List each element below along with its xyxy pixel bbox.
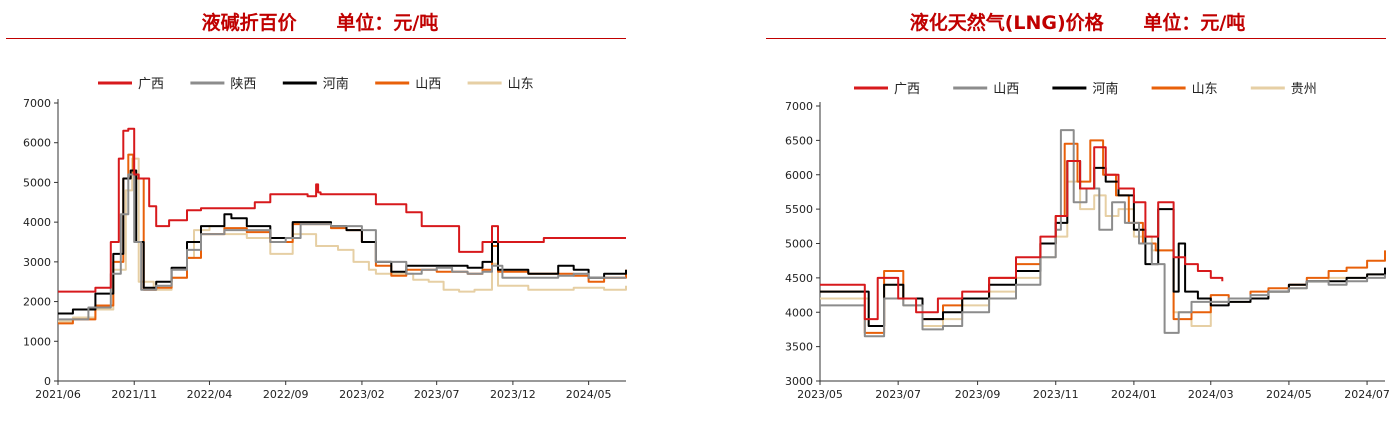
legend-item: 广西	[854, 82, 920, 97]
caustic-soda-panel: 液碱折百价 单位：元/吨 广西 陕西 河南 山西 山东 0 1000 2000 3000 4000…	[0, 0, 640, 425]
chart-title: 液化天然气(LNG)价格 单位：元/吨	[909, 12, 1246, 34]
legend-item: 广西	[98, 77, 164, 92]
legend-item: 河南	[282, 76, 349, 92]
lng-chart: 广西 山西 河南 山东 贵州 3000 3500 4000 4500 5000 5500 6000 65…	[785, 81, 1390, 401]
y-tick-label: 0	[44, 375, 51, 388]
y-tick-label: 7000	[23, 97, 51, 110]
chart-title: 液碱折百价 单位：元/吨	[201, 12, 439, 34]
series-line	[820, 129, 1386, 338]
y-tick-label: 3000	[785, 375, 813, 388]
series-line	[820, 160, 1386, 327]
legend-item: 贵州	[1250, 82, 1317, 97]
x-tick-label: 2023/12	[490, 388, 536, 401]
y-tick-label: 6500	[785, 134, 813, 147]
x-tick-label: 2023/02	[339, 388, 385, 401]
title-divider	[766, 38, 1386, 39]
legend-label: 贵州	[1291, 82, 1317, 97]
x-tick-label: 2022/09	[263, 388, 309, 401]
y-tick-label: 5000	[23, 176, 51, 189]
legend-label: 山西	[993, 82, 1019, 97]
legend-label: 河南	[1092, 81, 1118, 97]
legend-label: 广西	[894, 82, 920, 97]
legend-label: 山东	[508, 77, 534, 92]
y-tick-label: 7000	[785, 100, 813, 113]
x-tick-label: 2024/01	[1111, 388, 1157, 401]
x-tick-label: 2023/07	[875, 388, 921, 401]
x-tick-label: 2023/07	[414, 388, 460, 401]
legend-item: 陕西	[190, 77, 256, 92]
legend-item: 山东	[1151, 82, 1218, 97]
x-tick-label: 2024/05	[1266, 388, 1312, 401]
y-tick-label: 6000	[785, 169, 813, 182]
title-divider	[6, 38, 626, 39]
caustic-soda-chart: 广西 陕西 河南 山西 山东 0 1000 2000 3000 4000 5000 6000 7000 2…	[23, 76, 627, 401]
y-tick-label: 4000	[785, 306, 813, 319]
x-tick-label: 2021/11	[111, 388, 157, 401]
y-tick-label: 1000	[23, 335, 51, 348]
x-tick-label: 2021/06	[35, 388, 81, 401]
x-tick-label: 2022/04	[187, 388, 233, 401]
x-tick-label: 2023/05	[797, 388, 843, 401]
series-line	[58, 173, 626, 321]
legend-label: 山东	[1192, 82, 1218, 97]
legend-label: 山西	[415, 77, 441, 92]
y-tick-label: 3000	[23, 256, 51, 269]
x-tick-label: 2024/03	[1188, 388, 1234, 401]
y-tick-label: 3500	[785, 341, 813, 354]
legend-label: 河南	[323, 76, 349, 92]
y-tick-label: 2000	[23, 296, 51, 309]
series-line	[820, 146, 1224, 321]
series-line	[58, 157, 627, 323]
lng-panel: 液化天然气(LNG)价格 单位：元/吨 广西 山西 河南 山东 贵州 3000 3500 40…	[760, 0, 1395, 425]
series-line	[58, 169, 627, 315]
y-tick-label: 4500	[785, 272, 813, 285]
legend-item: 河南	[1052, 81, 1118, 97]
series-line	[820, 180, 1386, 327]
legend-label: 陕西	[230, 77, 256, 92]
y-tick-label: 5500	[785, 203, 813, 216]
x-tick-label: 2024/05	[566, 388, 612, 401]
y-tick-label: 6000	[23, 137, 51, 150]
series-line	[820, 139, 1386, 334]
legend-item: 山东	[467, 77, 534, 92]
x-tick-label: 2023/11	[1033, 388, 1079, 401]
series-line	[58, 127, 626, 293]
legend-item: 山西	[375, 77, 441, 92]
legend-label: 广西	[138, 77, 164, 92]
x-tick-label: 2024/07	[1344, 388, 1390, 401]
series-line	[58, 153, 627, 325]
legend-item: 山西	[953, 82, 1019, 97]
y-tick-label: 5000	[785, 238, 813, 251]
y-tick-label: 4000	[23, 216, 51, 229]
x-tick-label: 2023/09	[955, 388, 1001, 401]
